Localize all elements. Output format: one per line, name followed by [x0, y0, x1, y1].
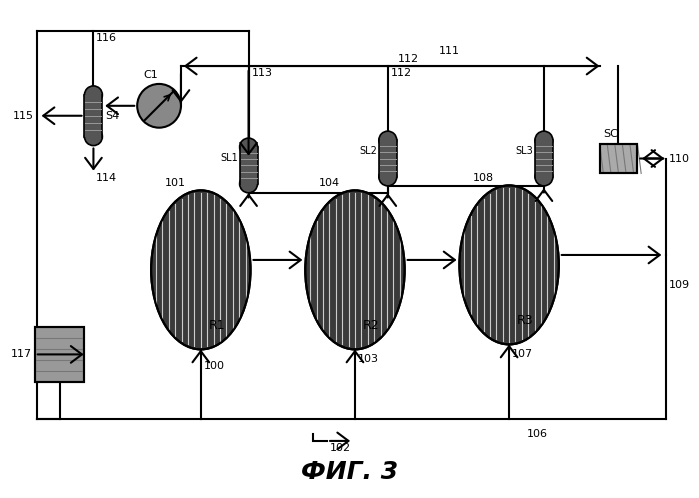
Ellipse shape [379, 131, 397, 149]
Text: C1: C1 [144, 70, 159, 80]
Text: S4: S4 [106, 111, 120, 121]
Ellipse shape [240, 175, 257, 193]
Text: 106: 106 [527, 429, 548, 439]
Ellipse shape [151, 190, 250, 350]
Ellipse shape [240, 138, 257, 156]
Text: R2: R2 [363, 319, 380, 332]
Ellipse shape [459, 185, 559, 345]
Text: SL2: SL2 [359, 145, 377, 155]
Text: R1: R1 [209, 319, 225, 332]
Text: 107: 107 [512, 350, 533, 360]
Bar [535, 140, 553, 177]
Text: 115: 115 [13, 111, 34, 121]
Text: 117: 117 [10, 350, 31, 360]
Text: ФИГ. 3: ФИГ. 3 [301, 460, 398, 484]
Text: R3: R3 [517, 314, 533, 327]
Text: SC: SC [603, 128, 618, 138]
Bar [85, 95, 102, 136]
Bar [35, 327, 85, 382]
Text: 112: 112 [391, 68, 412, 78]
Text: 100: 100 [204, 362, 225, 372]
Text: 103: 103 [358, 355, 379, 365]
Ellipse shape [85, 127, 102, 145]
Text: SL1: SL1 [220, 152, 238, 162]
Text: 114: 114 [96, 173, 117, 183]
Text: 113: 113 [252, 68, 273, 78]
Text: 101: 101 [165, 178, 186, 188]
Text: 104: 104 [319, 178, 340, 188]
Bar [379, 140, 397, 177]
Ellipse shape [379, 168, 397, 186]
Text: 102: 102 [330, 443, 351, 453]
Ellipse shape [85, 86, 102, 104]
Text: 109: 109 [669, 280, 691, 290]
Bar [600, 143, 637, 173]
Text: 111: 111 [439, 46, 460, 56]
Text: 116: 116 [96, 33, 117, 43]
Ellipse shape [305, 190, 405, 350]
Bar [35, 327, 85, 382]
Circle shape [137, 84, 181, 127]
Bar [600, 143, 637, 173]
Text: SL3: SL3 [515, 145, 533, 155]
Bar [240, 147, 257, 184]
Ellipse shape [535, 168, 553, 186]
Ellipse shape [535, 131, 553, 149]
Text: 112: 112 [398, 54, 419, 64]
Text: 110: 110 [669, 153, 690, 163]
Text: 108: 108 [473, 173, 494, 183]
